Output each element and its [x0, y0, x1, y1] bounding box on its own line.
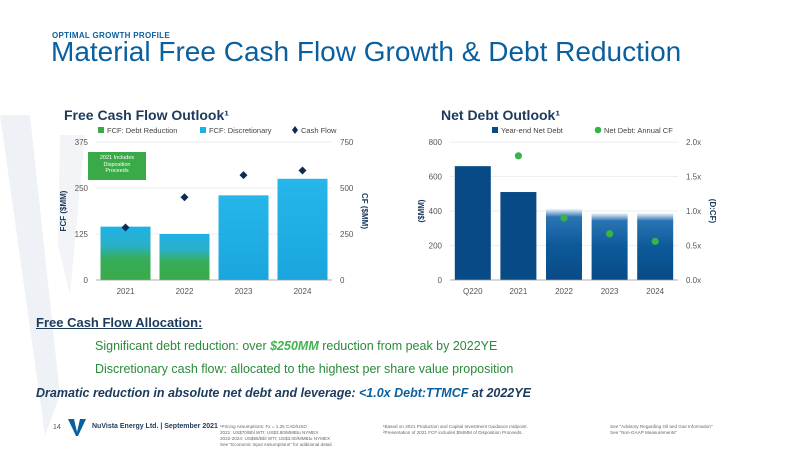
y2-tick-label: 500: [340, 184, 354, 193]
company-logo-icon: [68, 419, 86, 436]
bar-net-debt: [637, 212, 674, 280]
bullet3-text-start: Dramatic reduction in absolute net debt …: [36, 386, 359, 400]
x-tick-label: 2021: [510, 287, 528, 296]
x-tick-label: 2022: [176, 287, 194, 296]
bar-fcf-discretionary: [218, 195, 269, 280]
point-cash-flow: [239, 171, 248, 180]
slide-kicker: OPTIMAL GROWTH PROFILE: [52, 31, 171, 40]
legend-label: Year-end Net Debt: [501, 126, 564, 135]
allocation-leverage-statement: Dramatic reduction in absolute net debt …: [36, 386, 531, 400]
allocation-bullet-discretionary: Discretionary cash flow: allocated to th…: [95, 362, 514, 376]
background-logo-mark: [0, 115, 85, 435]
bar-net-debt: [591, 212, 628, 280]
page-number: 14: [53, 424, 61, 431]
bar-net-debt: [500, 192, 537, 280]
point-net-debt-to-cf: [514, 152, 522, 160]
y2-tick-label: 0.0x: [686, 276, 701, 285]
legend-swatch-net-debt: [492, 127, 498, 133]
net-debt-chart-title: Net Debt Outlook¹: [441, 107, 560, 123]
y-tick-label: 600: [429, 173, 443, 182]
bar-fcf-discretionary: [277, 178, 328, 280]
y2-tick-label: 0.5x: [686, 242, 701, 251]
slide-title: Material Free Cash Flow Growth & Debt Re…: [51, 36, 682, 67]
y-tick-label: 400: [429, 207, 443, 216]
legend-marker-net-debt-cf: [594, 126, 602, 134]
x-tick-label: Q220: [463, 287, 483, 296]
y-tick-label: 125: [75, 230, 89, 239]
bullet3-text-end: at 2022YE: [468, 386, 531, 400]
allocation-bullet-debt: Significant debt reduction: over $250MM …: [95, 339, 497, 353]
point-net-debt-to-cf: [560, 214, 568, 222]
footnote-pricing: ¹Pricing Assumptions: Fx = 1.25 CAD/USD …: [220, 424, 333, 447]
legend-label: Cash Flow: [301, 126, 337, 135]
fcf-chart: 0 125 250 375 0 250 500 750 FCF ($MM) CF ($MM) 202…: [59, 126, 369, 296]
y-tick-label: 800: [429, 138, 443, 147]
point-cash-flow: [298, 166, 307, 175]
y2-tick-label: 2.0x: [686, 138, 701, 147]
footnote-advisory: See "Advisory Regarding Oil and Gas Info…: [610, 424, 713, 435]
x-tick-label: 2024: [294, 287, 312, 296]
net-debt-chart: 0 200 400 600 800 0.0x 0.5x 1.0x 1.5x 2.0x ($MM) (D…: [417, 126, 717, 296]
bullet1-text-end: reduction from peak by 2022YE: [318, 339, 498, 353]
point-net-debt-to-cf: [651, 237, 659, 245]
y-axis-label: FCF ($MM): [59, 190, 68, 231]
x-tick-label: 2022: [555, 287, 573, 296]
legend-marker-cash-flow: [292, 126, 298, 134]
fcf-chart-title: Free Cash Flow Outlook¹: [64, 107, 229, 123]
y-tick-label: 250: [75, 184, 89, 193]
legend-label: Net Debt: Annual CF: [604, 126, 673, 135]
y2-axis-label: CF ($MM): [360, 193, 369, 229]
x-tick-label: 2023: [235, 287, 253, 296]
legend-swatch-debt-reduction: [98, 127, 104, 133]
y2-tick-label: 1.5x: [686, 173, 701, 182]
y2-tick-label: 0: [340, 276, 345, 285]
bullet1-highlight: $250MM: [270, 339, 319, 353]
bar-fcf-debt-reduction: [100, 226, 151, 280]
x-tick-label: 2023: [601, 287, 619, 296]
y2-tick-label: 750: [340, 138, 354, 147]
x-tick-label: 2024: [646, 287, 664, 296]
allocation-heading: Free Cash Flow Allocation:: [36, 315, 203, 330]
bar-fcf-debt-reduction: [159, 234, 210, 280]
y2-axis-label: (D:CF): [708, 199, 717, 224]
legend-label: FCF: Debt Reduction: [107, 126, 177, 135]
company-footer: NuVista Energy Ltd. | September 2021: [92, 423, 218, 430]
y-tick-label: 200: [429, 242, 443, 251]
legend-label: FCF: Discretionary: [209, 126, 272, 135]
bar-net-debt: [454, 166, 491, 280]
fcf-annotation-box: 2021 Includes Disposition Proceeds: [88, 152, 146, 180]
point-cash-flow: [180, 193, 189, 202]
point-cash-flow: [121, 223, 130, 232]
x-tick-label: 2021: [117, 287, 135, 296]
bullet1-text-start: Significant debt reduction: over: [95, 339, 271, 353]
y-tick-label: 0: [84, 276, 89, 285]
y-axis-label: ($MM): [417, 199, 426, 222]
footnote-guidance: ¹Based on 2021 Production and Capital In…: [383, 424, 528, 435]
bullet3-highlight: <1.0x Debt:TTMCF: [359, 386, 469, 400]
y-tick-label: 0: [438, 276, 443, 285]
y-tick-label: 375: [75, 138, 89, 147]
legend-swatch-discretionary: [200, 127, 206, 133]
y2-tick-label: 250: [340, 230, 354, 239]
point-net-debt-to-cf: [606, 230, 614, 238]
y2-tick-label: 1.0x: [686, 207, 701, 216]
